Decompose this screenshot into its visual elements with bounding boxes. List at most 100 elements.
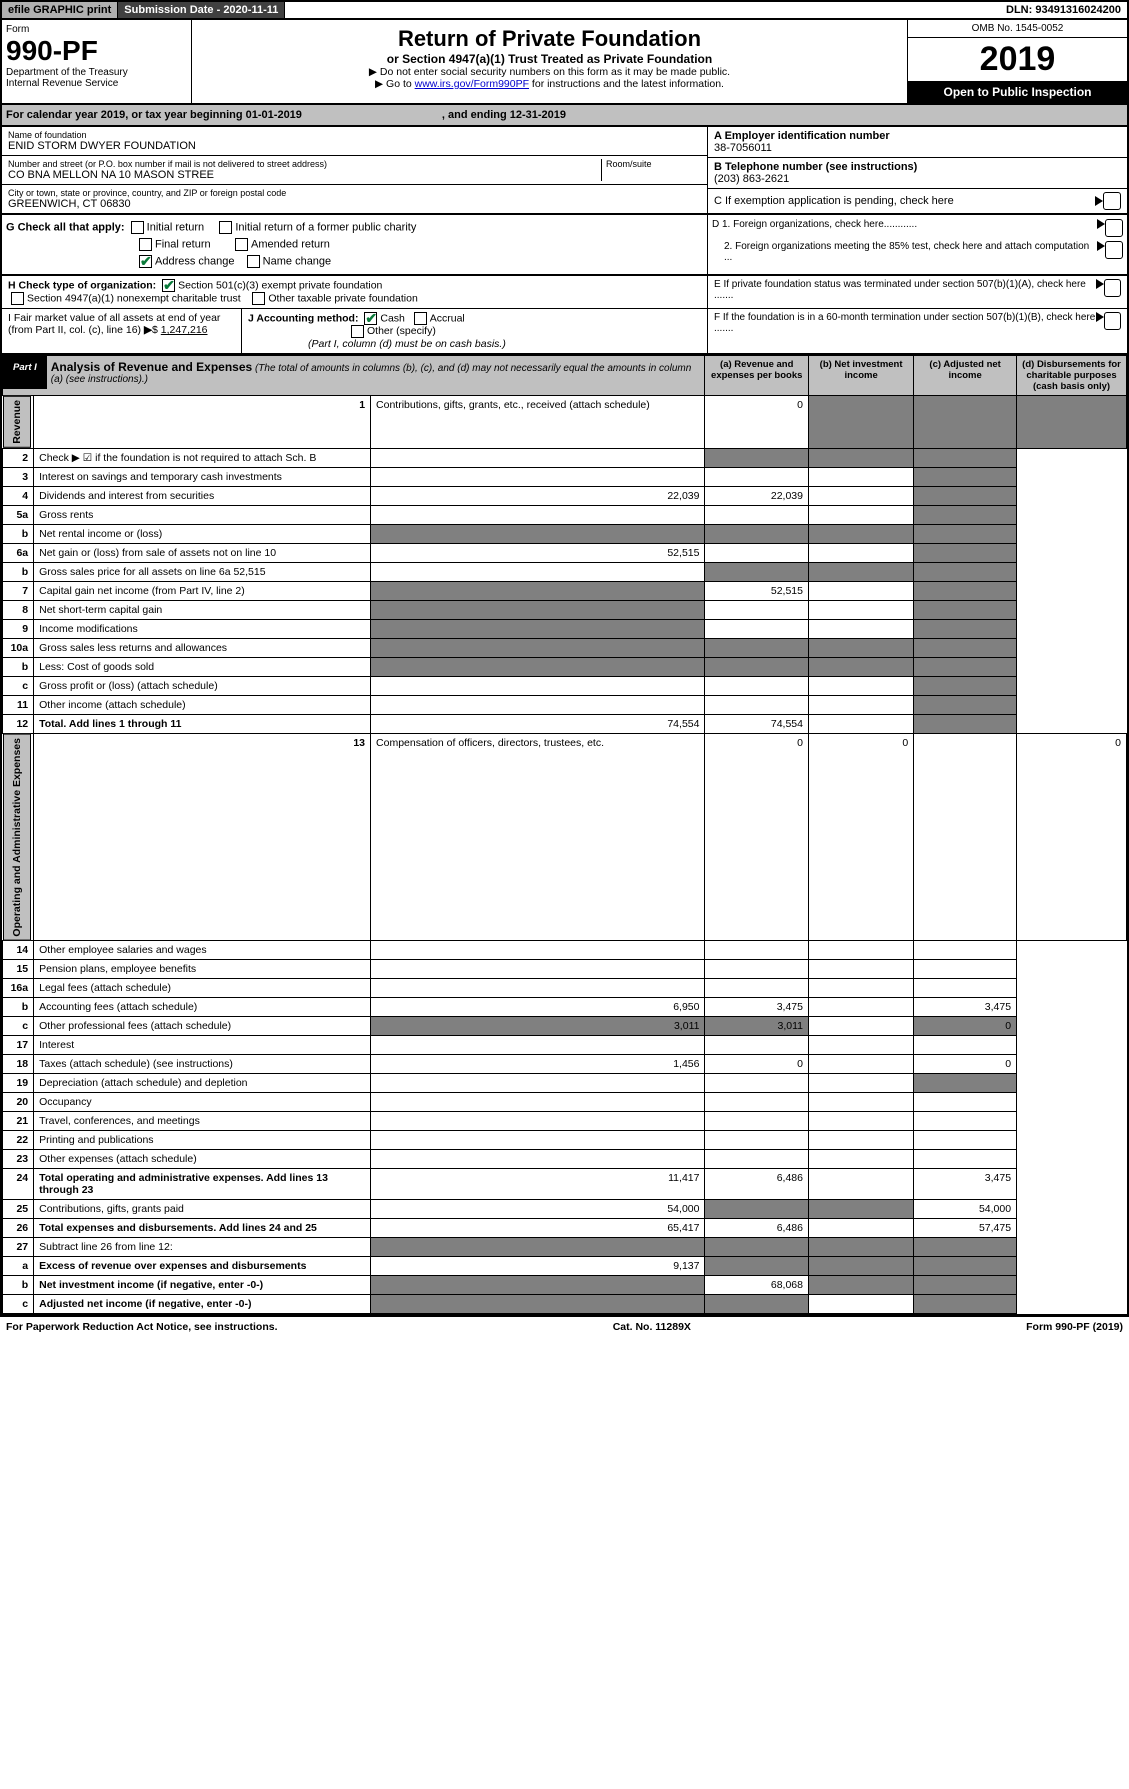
col-a-val: 9,137 [371, 1257, 705, 1276]
c-checkbox[interactable] [1103, 192, 1121, 210]
irs-link[interactable]: www.irs.gov/Form990PF [415, 78, 529, 90]
col-b-val: 68,068 [705, 1276, 809, 1295]
instr2-pre: ▶ Go to [375, 78, 415, 90]
row-desc: Net investment income (if negative, ente… [34, 1276, 371, 1295]
d2-check[interactable] [1105, 241, 1123, 259]
col-a-val [371, 657, 705, 676]
row-desc: Net gain or (loss) from sale of assets n… [34, 543, 371, 562]
col-d-val: 54,000 [914, 1200, 1017, 1219]
final-check[interactable] [139, 238, 152, 251]
col-d-val [914, 695, 1017, 714]
footer-center: Cat. No. 11289X [613, 1321, 691, 1333]
row-num: 25 [3, 1200, 34, 1219]
col-d-val [914, 638, 1017, 657]
col-c-val [808, 524, 913, 543]
h-opt1: Section 501(c)(3) exempt private foundat… [178, 279, 382, 291]
f-check[interactable] [1104, 312, 1121, 330]
row-num: 26 [3, 1219, 34, 1238]
col-d-val [914, 581, 1017, 600]
row-num: b [3, 562, 34, 581]
j-accrual-check[interactable] [414, 312, 427, 325]
col-b-val [705, 505, 809, 524]
col-c-val [808, 979, 913, 998]
address: CO BNA MELLON NA 10 MASON STREE [8, 169, 601, 181]
efile-button[interactable]: efile GRAPHIC print [2, 2, 118, 18]
amended-check[interactable] [235, 238, 248, 251]
col-d-val [914, 657, 1017, 676]
row-desc: Capital gain net income (from Part IV, l… [34, 581, 371, 600]
tel-label: B Telephone number (see instructions) [714, 161, 917, 173]
col-b-val [705, 1295, 809, 1314]
col-d-val: 3,475 [914, 998, 1017, 1017]
col-c-val [808, 1074, 913, 1093]
col-c-val [914, 396, 1017, 449]
j-label: J Accounting method: [248, 312, 358, 324]
row-num: 8 [3, 600, 34, 619]
col-c-val [808, 1112, 913, 1131]
e-check[interactable] [1104, 279, 1121, 297]
row-desc: Pension plans, employee benefits [34, 960, 371, 979]
info-block: Name of foundation ENID STORM DWYER FOUN… [0, 127, 1129, 214]
col-b-val [705, 638, 809, 657]
revenue-side-label: Revenue [3, 396, 31, 448]
table-row: 5a Gross rents [3, 505, 1127, 524]
col-c-val [808, 1169, 913, 1200]
row-desc: Printing and publications [34, 1131, 371, 1150]
col-c-val [808, 1257, 913, 1276]
part1-title: Analysis of Revenue and Expenses (The to… [47, 356, 705, 389]
row-num: 18 [3, 1055, 34, 1074]
h-opt3-check[interactable] [252, 292, 265, 305]
col-b-val [705, 979, 809, 998]
arrow-icon [1095, 196, 1103, 206]
namechange-check[interactable] [247, 255, 260, 268]
row-desc: Total expenses and disbursements. Add li… [34, 1219, 371, 1238]
row-num: b [3, 524, 34, 543]
initial-label: Initial return [147, 221, 204, 233]
h-opt2-check[interactable] [11, 292, 24, 305]
col-a-val: 3,011 [371, 1017, 705, 1036]
table-row: 3 Interest on savings and temporary cash… [3, 467, 1127, 486]
row-desc: Other income (attach schedule) [34, 695, 371, 714]
form-word: Form [6, 24, 187, 35]
row-num: 16a [3, 979, 34, 998]
col-d-header: (d) Disbursements for charitable purpose… [1017, 356, 1127, 396]
address-check[interactable] [139, 255, 152, 268]
footer-left: For Paperwork Reduction Act Notice, see … [6, 1321, 278, 1333]
j-cash-check[interactable] [364, 312, 377, 325]
col-d-val [914, 448, 1017, 467]
col-a-val: 74,554 [371, 714, 705, 733]
row-num: 19 [3, 1074, 34, 1093]
initial-check[interactable] [131, 221, 144, 234]
form-number: 990-PF [6, 35, 187, 67]
col-c-val [808, 676, 913, 695]
col-d-val [914, 619, 1017, 638]
table-row: b Net rental income or (loss) [3, 524, 1127, 543]
d1-check[interactable] [1105, 219, 1123, 237]
row-num: 23 [3, 1150, 34, 1169]
d1-label: D 1. Foreign organizations, check here..… [712, 219, 917, 237]
col-c-val [808, 448, 913, 467]
j-other-check[interactable] [351, 325, 364, 338]
row-num: 5a [3, 505, 34, 524]
col-a-header: (a) Revenue and expenses per books [705, 356, 809, 396]
table-row: c Gross profit or (loss) (attach schedul… [3, 676, 1127, 695]
f-label: F If the foundation is in a 60-month ter… [714, 312, 1096, 350]
table-row: 4 Dividends and interest from securities… [3, 486, 1127, 505]
form-title: Return of Private Foundation [198, 26, 901, 52]
initial-former-check[interactable] [219, 221, 232, 234]
part1-label: Part I [3, 356, 47, 389]
c-label: C If exemption application is pending, c… [714, 195, 954, 207]
col-c-val [808, 1219, 913, 1238]
col-d-val [914, 467, 1017, 486]
col-d-val [914, 941, 1017, 960]
col-a-val [371, 1074, 705, 1093]
col-a-val [371, 676, 705, 695]
col-c-val [808, 1093, 913, 1112]
row-num: 10a [3, 638, 34, 657]
col-a-val [371, 562, 705, 581]
row-desc: Taxes (attach schedule) (see instruction… [34, 1055, 371, 1074]
h-opt1-check[interactable] [162, 279, 175, 292]
col-d-val [914, 1276, 1017, 1295]
table-row: 16a Legal fees (attach schedule) [3, 979, 1127, 998]
row-desc: Income modifications [34, 619, 371, 638]
